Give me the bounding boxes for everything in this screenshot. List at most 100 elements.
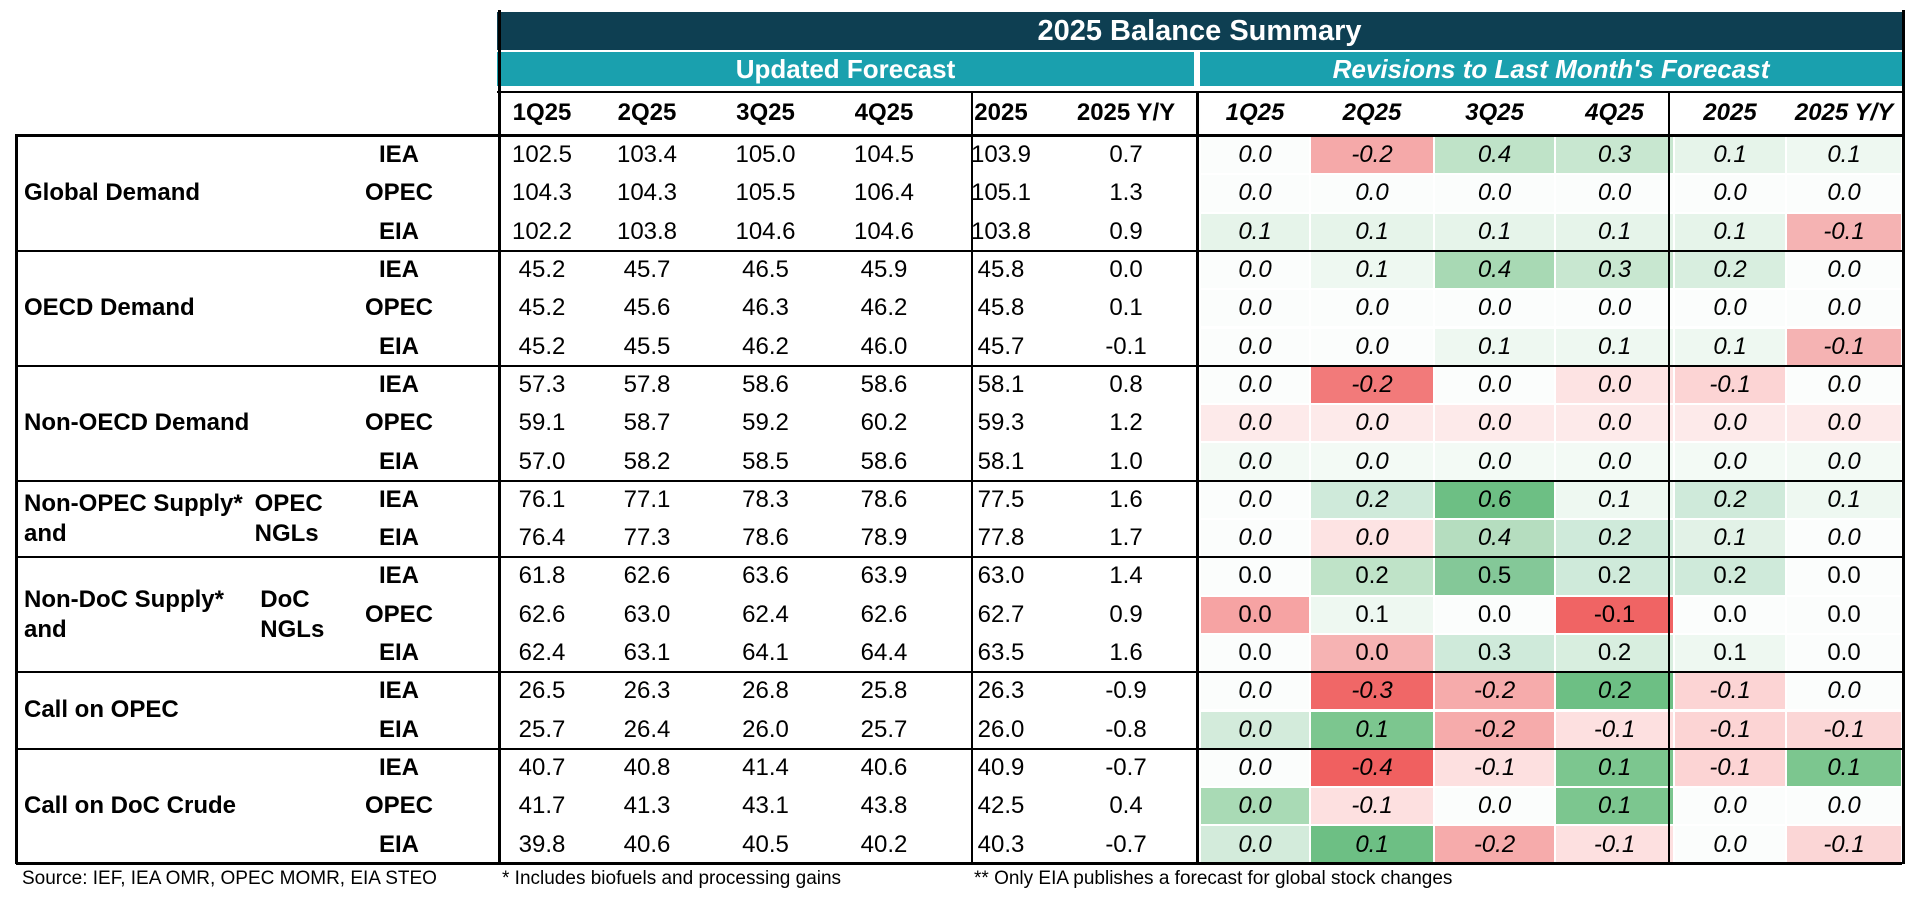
revision-cell: 0.1 bbox=[1311, 213, 1433, 250]
value-cell: -0.1 bbox=[1105, 332, 1147, 360]
revision-cell: 0.0 bbox=[1787, 405, 1901, 442]
value-cell: 76.4 bbox=[518, 524, 566, 552]
revision-cell: 0.0 bbox=[1787, 558, 1901, 595]
rule-line bbox=[497, 91, 1902, 93]
revision-cell: 0.0 bbox=[1201, 175, 1309, 212]
value-cell: 0.7 bbox=[1109, 141, 1143, 169]
value-cell: 0.8 bbox=[1109, 370, 1143, 398]
revision-cell: 0.0 bbox=[1201, 749, 1309, 787]
revision-cell: -0.1 bbox=[1311, 788, 1433, 825]
revision-cell: 0.0 bbox=[1201, 137, 1309, 174]
revision-cell: 0.1 bbox=[1787, 481, 1901, 518]
revision-cell: 0.0 bbox=[1201, 443, 1309, 480]
value-cell: 45.2 bbox=[518, 256, 566, 284]
revision-cell: 0.0 bbox=[1201, 405, 1309, 442]
value-cell: 45.7 bbox=[623, 256, 671, 284]
revision-cell: -0.1 bbox=[1675, 749, 1785, 787]
revision-cell: 0.0 bbox=[1201, 711, 1309, 748]
revision-cell: 0.0 bbox=[1556, 443, 1673, 480]
revision-cell: 0.2 bbox=[1675, 558, 1785, 595]
value-cell: 76.1 bbox=[518, 485, 566, 513]
value-cell: 26.4 bbox=[623, 715, 671, 743]
value-cell: 46.5 bbox=[742, 256, 789, 284]
revision-cell: -0.2 bbox=[1435, 711, 1554, 748]
value-cell: 63.0 bbox=[977, 562, 1025, 590]
revision-cell: 0.3 bbox=[1556, 137, 1673, 174]
value-cell: 26.3 bbox=[623, 677, 671, 705]
value-cell: 103.8 bbox=[970, 217, 1032, 245]
rule-line bbox=[971, 92, 973, 864]
revision-cell: 0.0 bbox=[1435, 366, 1554, 404]
revision-cell: 0.2 bbox=[1556, 634, 1673, 672]
value-cell: 59.2 bbox=[742, 409, 789, 437]
value-cell: 62.6 bbox=[860, 600, 908, 628]
revision-cell: 0.0 bbox=[1201, 366, 1309, 404]
value-cell: 63.9 bbox=[860, 562, 908, 590]
footer-note-stock-changes: ** Only EIA publishes a forecast for glo… bbox=[974, 868, 1453, 889]
revision-cell: 0.2 bbox=[1556, 558, 1673, 595]
revision-cell: 0.0 bbox=[1435, 443, 1554, 480]
value-cell: 77.3 bbox=[623, 524, 671, 552]
value-cell: 102.2 bbox=[511, 217, 573, 245]
source-label: IEA bbox=[378, 141, 419, 169]
revision-cell: 0.0 bbox=[1311, 328, 1433, 365]
value-cell: 1.3 bbox=[1109, 179, 1143, 207]
value-cell: 41.7 bbox=[518, 792, 566, 820]
revision-cell: 0.0 bbox=[1201, 634, 1309, 672]
value-cell: 42.5 bbox=[977, 792, 1025, 820]
revision-cell: 0.0 bbox=[1201, 673, 1309, 710]
revision-cell: -0.1 bbox=[1675, 366, 1785, 404]
value-cell: 62.4 bbox=[518, 639, 566, 667]
value-cell: 64.4 bbox=[860, 639, 908, 667]
column-header-revisions: 1Q25 bbox=[1225, 99, 1285, 126]
revision-cell: 0.0 bbox=[1201, 788, 1309, 825]
revision-cell: 0.6 bbox=[1435, 481, 1554, 518]
source-label: OPEC bbox=[364, 179, 433, 207]
revision-cell: 0.0 bbox=[1311, 290, 1433, 327]
revision-cell: 0.0 bbox=[1787, 443, 1901, 480]
revision-cell: 0.0 bbox=[1556, 290, 1673, 327]
revision-cell: 0.1 bbox=[1311, 251, 1433, 289]
value-cell: 40.6 bbox=[860, 753, 908, 781]
revision-cell: -0.1 bbox=[1787, 826, 1901, 863]
revision-cell: 0.0 bbox=[1201, 558, 1309, 595]
source-label: IEA bbox=[378, 677, 419, 705]
group-label: Non-OECD Demand bbox=[24, 409, 250, 437]
revision-cell: 0.0 bbox=[1311, 634, 1433, 672]
revision-cell: 0.0 bbox=[1675, 596, 1785, 633]
revision-cell: 0.0 bbox=[1787, 290, 1901, 327]
rule-line bbox=[1195, 92, 1199, 864]
revision-cell: 0.0 bbox=[1201, 251, 1309, 289]
value-cell: 45.8 bbox=[977, 294, 1025, 322]
value-cell: 26.5 bbox=[518, 677, 566, 705]
value-cell: 46.3 bbox=[742, 294, 789, 322]
revision-cell: 0.0 bbox=[1675, 175, 1785, 212]
value-cell: 1.6 bbox=[1109, 485, 1143, 513]
value-cell: 0.9 bbox=[1109, 217, 1143, 245]
column-header-updated: 2025 bbox=[974, 99, 1028, 126]
revision-cell: 0.2 bbox=[1311, 558, 1433, 595]
value-cell: 41.3 bbox=[623, 792, 671, 820]
revision-cell: 0.1 bbox=[1556, 749, 1673, 787]
column-header-revisions: 4Q25 bbox=[1585, 99, 1644, 126]
value-cell: 78.3 bbox=[742, 485, 789, 513]
value-cell: 1.0 bbox=[1109, 447, 1143, 475]
source-label: IEA bbox=[378, 562, 419, 590]
source-label: EIA bbox=[378, 639, 419, 667]
section-revisions: Revisions to Last Month's Forecast bbox=[1200, 52, 1902, 86]
revision-cell: -0.3 bbox=[1311, 673, 1433, 710]
revision-cell: 0.4 bbox=[1435, 137, 1554, 174]
value-cell: 57.0 bbox=[518, 447, 566, 475]
source-label: OPEC bbox=[364, 294, 433, 322]
revision-cell: -0.1 bbox=[1675, 673, 1785, 710]
revision-cell: 0.0 bbox=[1787, 788, 1901, 825]
rule-line bbox=[16, 479, 1902, 482]
value-cell: 77.5 bbox=[977, 485, 1025, 513]
source-label: IEA bbox=[378, 753, 419, 781]
value-cell: 61.8 bbox=[518, 562, 566, 590]
group-label: OECD Demand bbox=[24, 294, 195, 322]
revision-cell: -0.1 bbox=[1787, 328, 1901, 365]
revision-cell: 0.0 bbox=[1311, 520, 1433, 557]
value-cell: 104.6 bbox=[853, 217, 915, 245]
column-header-updated: 2025 Y/Y bbox=[1076, 99, 1176, 126]
